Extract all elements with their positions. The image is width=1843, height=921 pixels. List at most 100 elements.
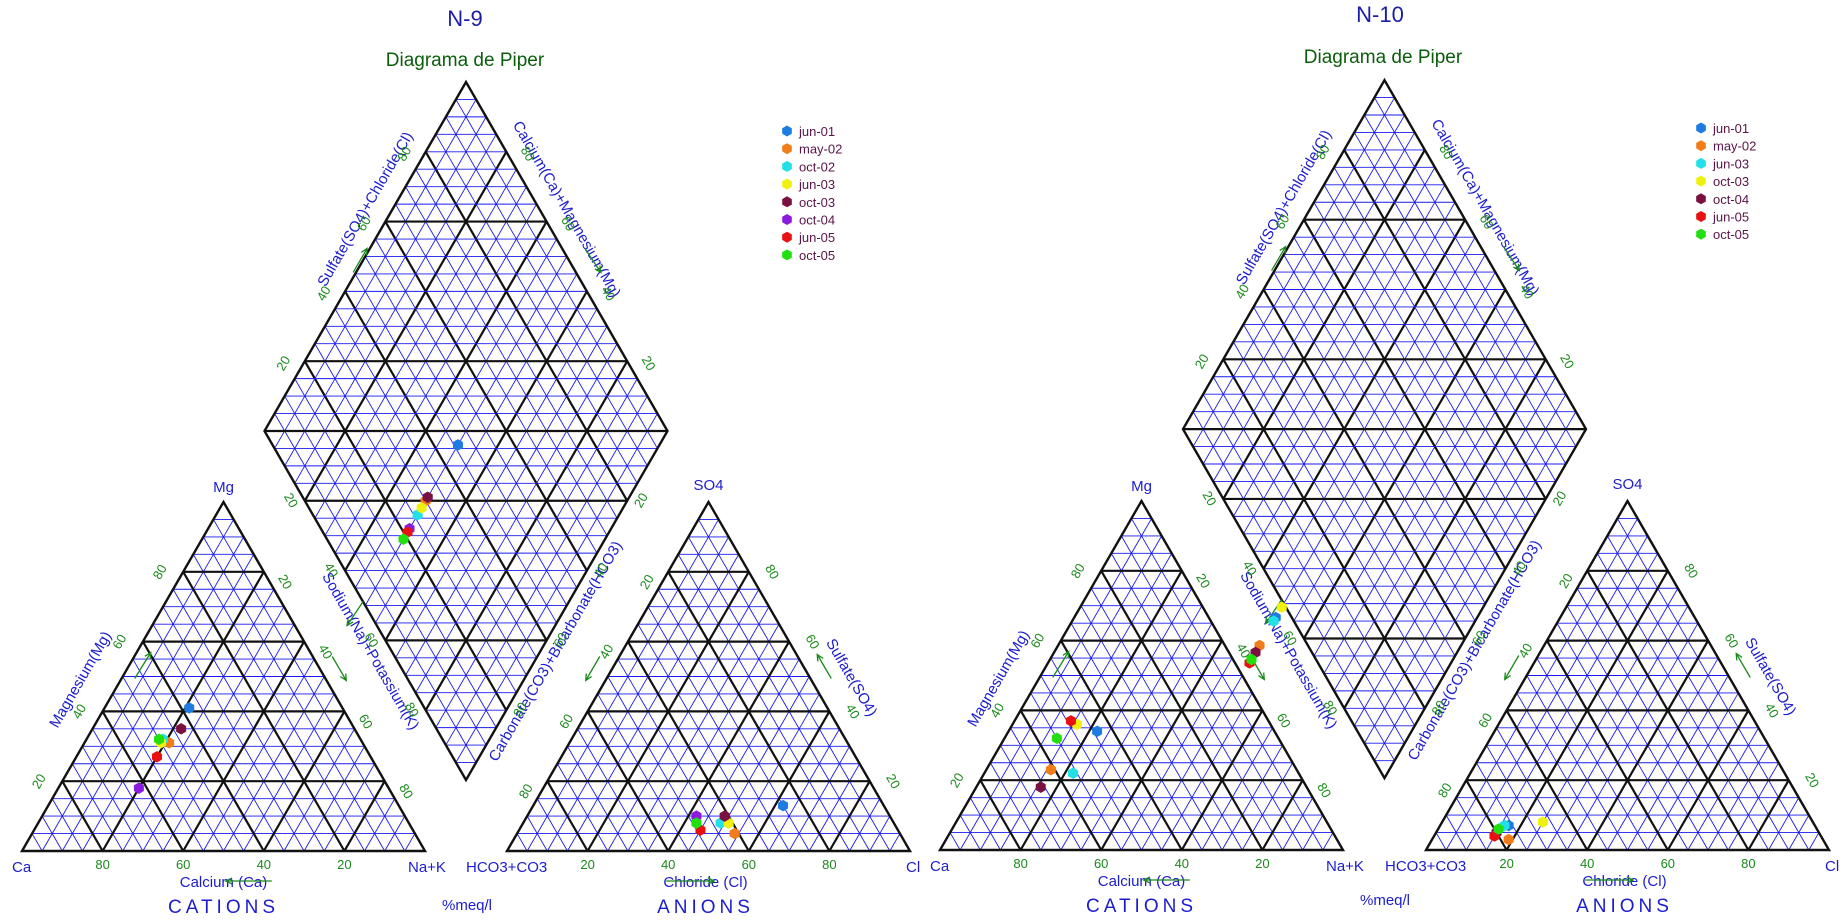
tick-mg-left-80: 80: [1068, 561, 1088, 581]
tick-nak-right-20: 20: [1193, 571, 1213, 591]
tick-mg-left-60: 60: [1027, 631, 1047, 651]
tick-nak-right-60: 60: [1274, 710, 1294, 730]
point-anion-oct-03: [1537, 816, 1548, 828]
legend-label: oct-04: [1713, 192, 1749, 207]
tick-ca-bottom-80: 80: [1013, 856, 1027, 871]
tick-hco3-left-80: 80: [1435, 780, 1455, 800]
tick-diamond-ur-20: 20: [1557, 351, 1577, 371]
legend-marker-oct-04: [782, 214, 792, 225]
tick-cl-bottom-60: 60: [742, 857, 756, 872]
axis-label-chloride: Chloride (Cl): [663, 874, 747, 891]
legend-label: jun-03: [798, 177, 835, 192]
tick-cl-bottom-40: 40: [1580, 856, 1594, 871]
anion-triangle: [504, 499, 913, 853]
chart-title: N-10: [1356, 2, 1404, 27]
tick-so4-right-60: 60: [1722, 631, 1742, 651]
tick-diamond-ul-40: 40: [1232, 282, 1252, 302]
legend-label: oct-03: [1713, 174, 1749, 189]
tick-hco3-left-80: 80: [516, 781, 536, 801]
point-anion-may-02: [729, 827, 740, 840]
legend-marker-oct-03: [1696, 175, 1706, 187]
tick-nak-right-20: 20: [275, 572, 295, 592]
tick-diamond-ul-60: 60: [1272, 212, 1292, 232]
tick-diamond-ll-60: 60: [1280, 628, 1300, 648]
piper-diamond: [263, 79, 669, 783]
point-anion-oct-03: [719, 810, 730, 822]
tick-diamond-lr-60: 60: [1469, 628, 1489, 648]
point-diamond-oct-03: [422, 491, 433, 504]
point-cation-oct-04: [133, 782, 144, 794]
tick-diamond-ur-60: 60: [558, 214, 578, 234]
point-cation-jun-01: [184, 702, 195, 714]
legend-marker-oct-03: [782, 196, 792, 208]
tick-diamond-ll-40: 40: [1240, 558, 1260, 578]
units-label: %meq/l: [442, 897, 492, 914]
legend-marker-jun-01: [1696, 122, 1706, 134]
tick-diamond-ur-80: 80: [1436, 142, 1456, 162]
tick-hco3-left-40: 40: [596, 642, 616, 662]
tick-hco3-left-20: 20: [637, 572, 657, 592]
tick-diamond-ll-80: 80: [1320, 698, 1340, 718]
vertex-label-nak: Na+K: [1326, 858, 1364, 875]
data-points: [133, 439, 789, 840]
vertex-label-mg: Mg: [1131, 478, 1152, 495]
tick-diamond-ll-60: 60: [362, 630, 382, 650]
section-label-cations: CATIONS: [168, 897, 279, 918]
point-cation-oct-05: [1051, 732, 1062, 745]
tick-so4-right-80: 80: [762, 562, 782, 582]
cation-triangle: [937, 498, 1346, 852]
grids: [19, 79, 913, 853]
chart-title: N-9: [447, 6, 482, 31]
tick-so4-right-80: 80: [1681, 561, 1701, 581]
tick-diamond-ul-80: 80: [394, 144, 414, 164]
point-cation-may-02: [1045, 763, 1056, 776]
piper-chart-2: N-10 Diagrama de Piper Ca Na+K Mg HCO3+CO3 Cl S…: [930, 2, 1839, 917]
legend-label: oct-03: [799, 195, 835, 210]
tick-so4-right-20: 20: [883, 771, 903, 791]
legend-label: jun-05: [1712, 210, 1749, 225]
point-cation-jun-05: [151, 751, 163, 763]
vertex-label-hco3co3: HCO3+CO3: [1385, 858, 1466, 875]
tick-diamond-ll-80: 80: [402, 700, 422, 720]
tick-diamond-ur-40: 40: [1517, 282, 1537, 302]
tick-cl-bottom-60: 60: [1661, 856, 1675, 871]
tick-ca-bottom-60: 60: [1094, 856, 1108, 871]
legend-label: jun-03: [1712, 156, 1749, 171]
legend-marker-jun-05: [1696, 211, 1706, 222]
vertex-label-cl: Cl: [1825, 858, 1839, 875]
tick-diamond-lr-40: 40: [591, 560, 611, 580]
tick-mg-left-40: 40: [69, 701, 89, 721]
axis-label-chloride: Chloride (Cl): [1582, 873, 1666, 890]
point-diamond-jun-03: [1268, 615, 1279, 627]
legend-marker-oct-04: [1696, 193, 1706, 205]
tick-mg-left-40: 40: [987, 700, 1007, 720]
legend-label: oct-05: [1713, 227, 1749, 242]
point-cation-oct-04: [1035, 781, 1046, 793]
legend-marker-oct-05: [782, 249, 792, 261]
legend-label: jun-01: [798, 124, 835, 139]
legend-marker-oct-02: [782, 160, 792, 172]
tick-cl-bottom-80: 80: [1741, 856, 1755, 871]
tick-diamond-ll-20: 20: [281, 490, 301, 510]
tick-diamond-lr-60: 60: [550, 630, 570, 650]
legend-marker-oct-05: [1696, 228, 1706, 240]
vertex-label-nak: Na+K: [408, 859, 446, 876]
point-cation-jun-03: [1067, 767, 1079, 779]
tick-diamond-lr-20: 20: [1549, 488, 1569, 508]
point-diamond-oct-05: [398, 533, 409, 545]
tick-diamond-ll-20: 20: [1199, 488, 1219, 508]
legend-label: jun-01: [1712, 121, 1749, 136]
tick-hco3-left-20: 20: [1556, 571, 1576, 591]
legend: jun-01 may-02 jun-03 oct-03 oct-04 jun-05 oct-…: [1696, 121, 1756, 242]
tick-diamond-ur-80: 80: [518, 144, 538, 164]
point-diamond-jun-03: [416, 502, 427, 514]
tick-so4-right-40: 40: [843, 701, 863, 721]
point-anion-oct-05: [691, 817, 702, 829]
tick-ca-bottom-80: 80: [95, 857, 109, 872]
tick-hco3-left-40: 40: [1515, 641, 1535, 661]
piper-diamond: [1181, 77, 1588, 781]
tick-nak-right-80: 80: [1314, 780, 1334, 800]
tick-mg-left-80: 80: [150, 562, 170, 582]
tick-diamond-lr-40: 40: [1509, 558, 1529, 578]
tick-ca-bottom-40: 40: [257, 857, 271, 872]
